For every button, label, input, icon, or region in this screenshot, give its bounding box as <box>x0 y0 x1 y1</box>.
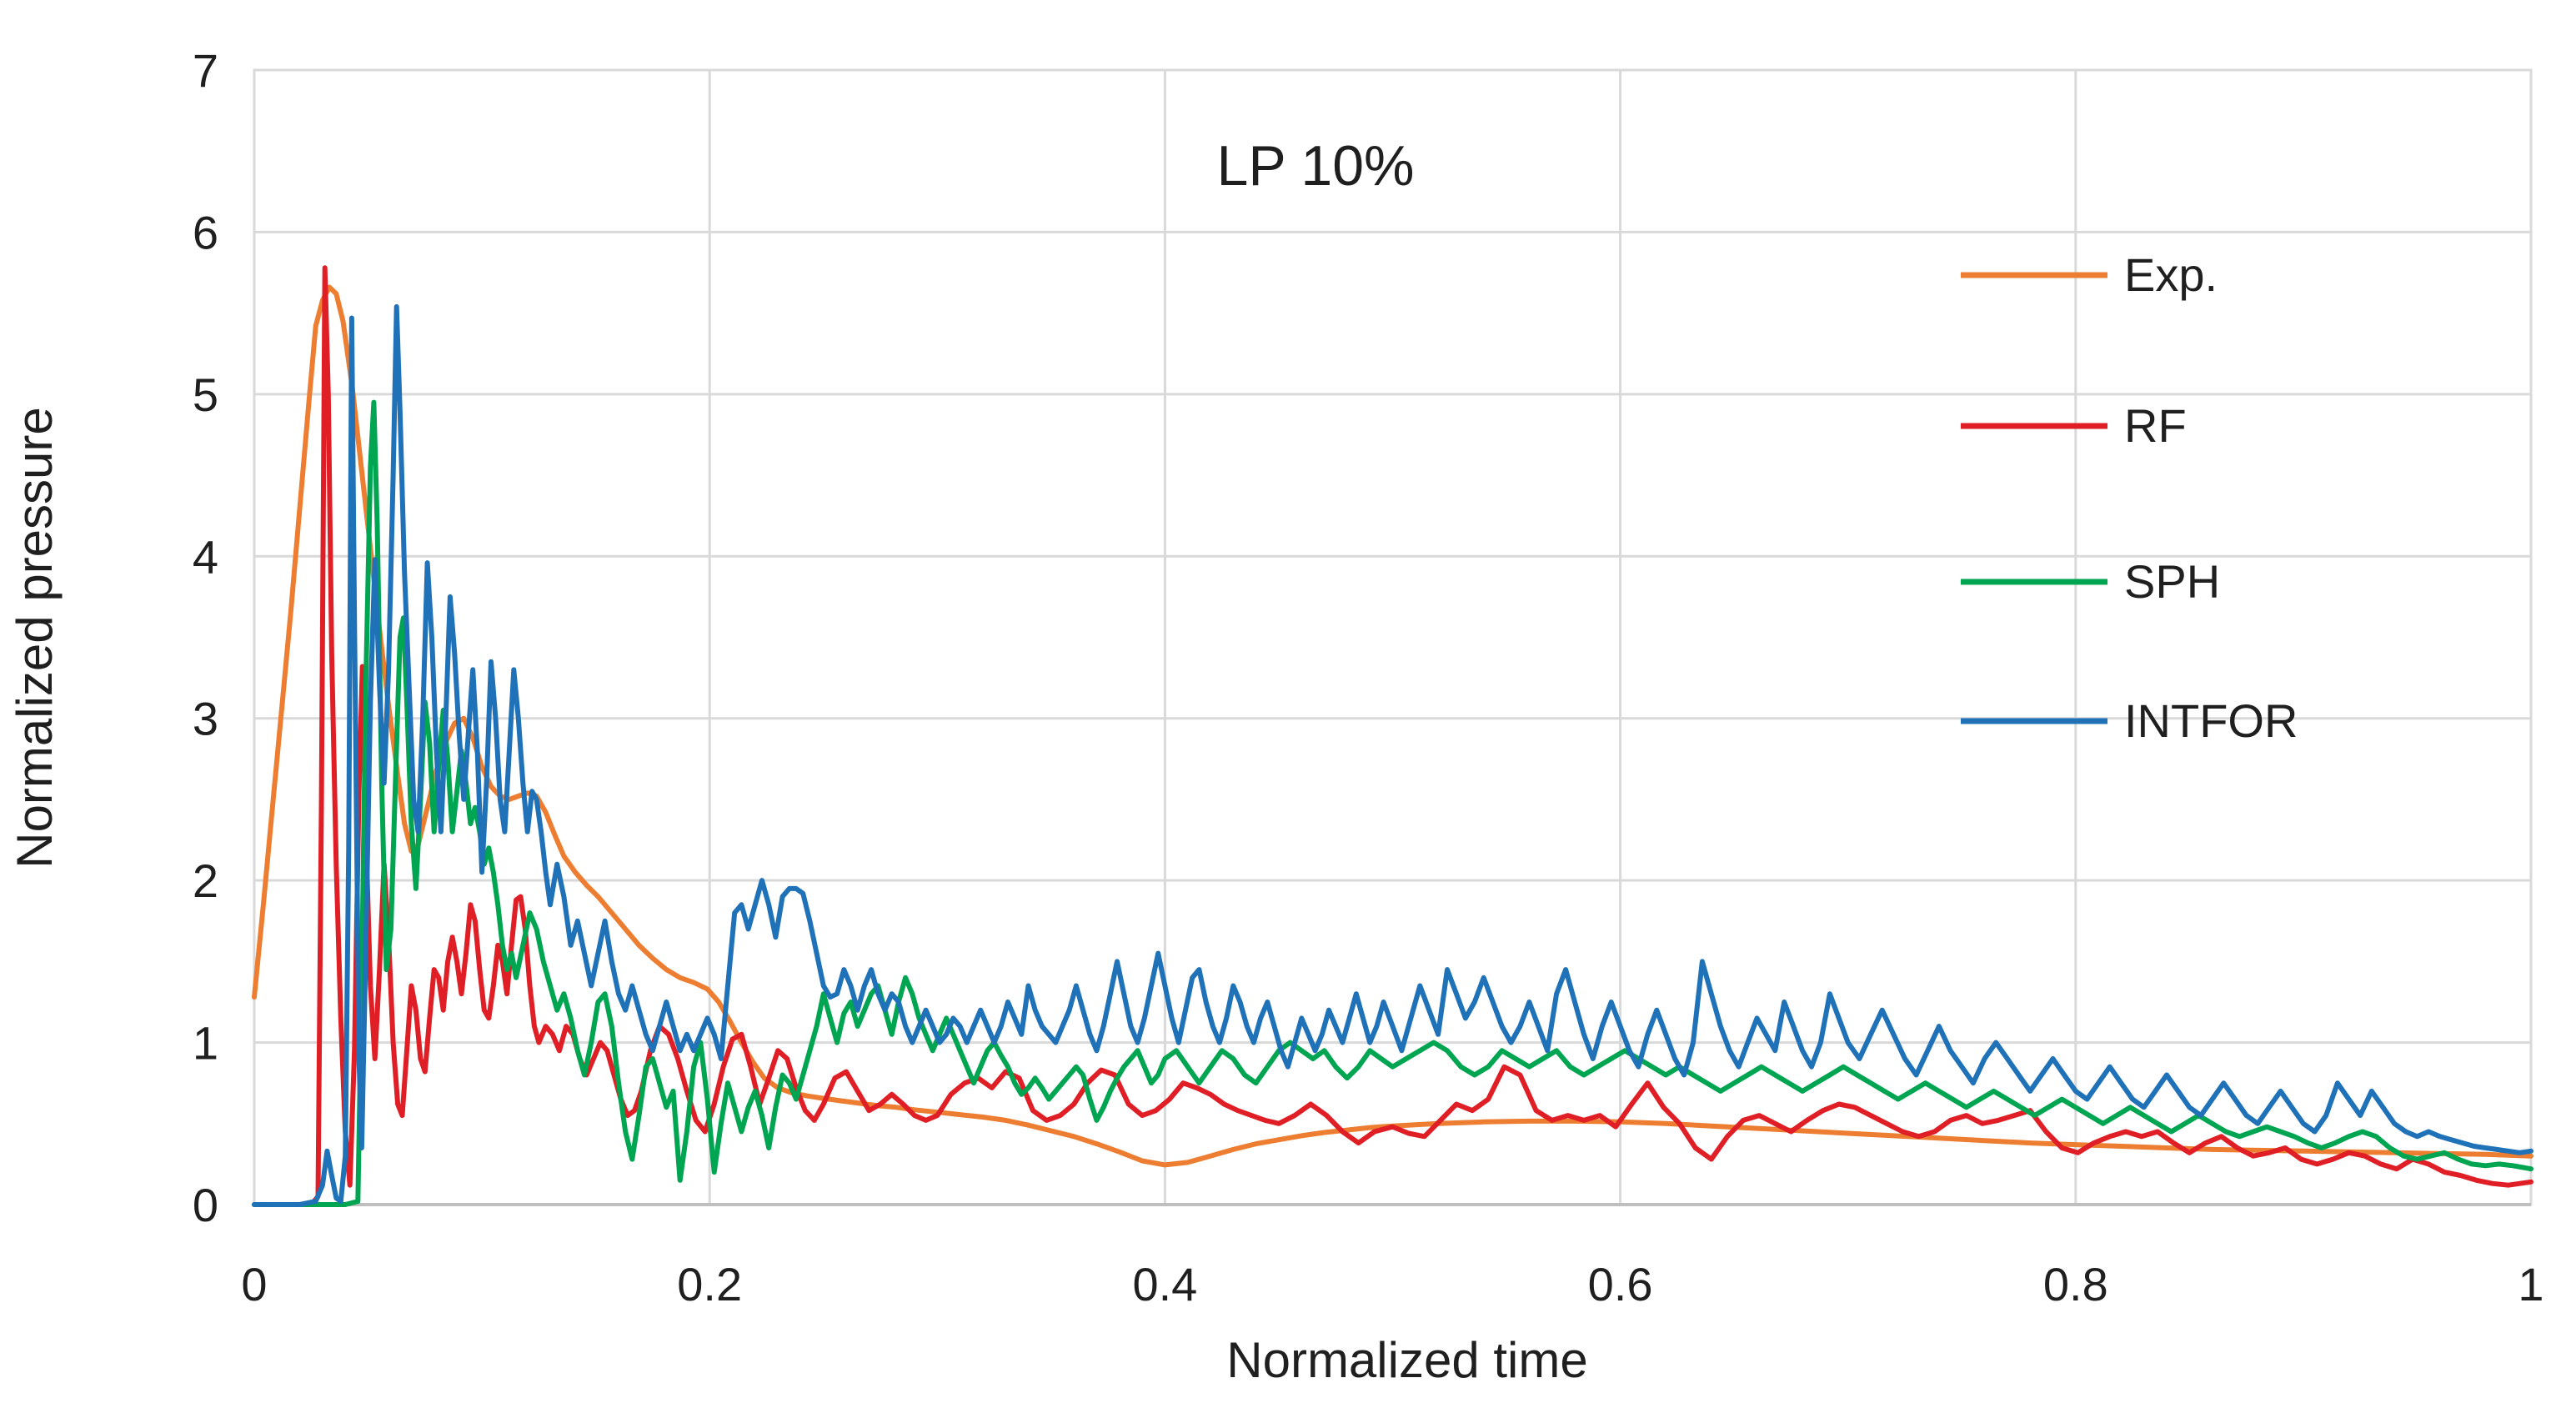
x-tick-label-0.4: 0.4 <box>1132 1258 1197 1310</box>
plot-area-border <box>253 68 2533 1206</box>
y-tick-label-6: 6 <box>193 206 218 258</box>
legend-item-rf: RF <box>1961 399 2187 452</box>
legend-item-intfor: INTFOR <box>1961 694 2298 747</box>
legend-item-sph: SPH <box>1961 555 2220 608</box>
legend: Exp. RF SPH INTFOR <box>1961 248 2298 747</box>
gridlines <box>254 68 2531 1205</box>
y-tick-label-1: 1 <box>193 1017 218 1070</box>
series-line-rf <box>252 265 2533 1207</box>
y-axis-title: Normalized pressure <box>7 407 63 869</box>
legend-label: INTFOR <box>2124 694 2298 747</box>
series-line-sph <box>252 399 2533 1207</box>
x-axis-title: Normalized time <box>1226 1332 1587 1388</box>
series-line-exp <box>252 284 2533 1168</box>
y-tick-label-3: 3 <box>193 693 218 745</box>
chart-title: LP 10% <box>1217 134 1415 198</box>
legend-item-exp: Exp. <box>1961 248 2218 301</box>
series-line-intfor <box>252 303 2533 1207</box>
legend-label: SPH <box>2124 555 2220 608</box>
y-axis-tick-labels: 0 1 2 3 4 5 6 7 <box>193 44 218 1231</box>
x-tick-label-1: 1 <box>2518 1258 2543 1310</box>
x-tick-label-0.8: 0.8 <box>2043 1258 2108 1310</box>
x-tick-label-0: 0 <box>241 1258 267 1310</box>
y-tick-label-0: 0 <box>193 1179 218 1231</box>
y-tick-label-4: 4 <box>193 530 218 583</box>
y-tick-label-5: 5 <box>193 368 218 421</box>
x-tick-label-0.6: 0.6 <box>1588 1258 1653 1310</box>
y-tick-label-2: 2 <box>193 854 218 907</box>
legend-label: Exp. <box>2124 248 2218 301</box>
x-tick-label-0.2: 0.2 <box>677 1258 742 1310</box>
y-tick-label-7: 7 <box>193 44 218 97</box>
x-axis-tick-labels: 0 0.2 0.4 0.6 0.8 1 <box>241 1258 2543 1310</box>
legend-label: RF <box>2124 399 2187 452</box>
data-series-lines <box>252 265 2533 1207</box>
